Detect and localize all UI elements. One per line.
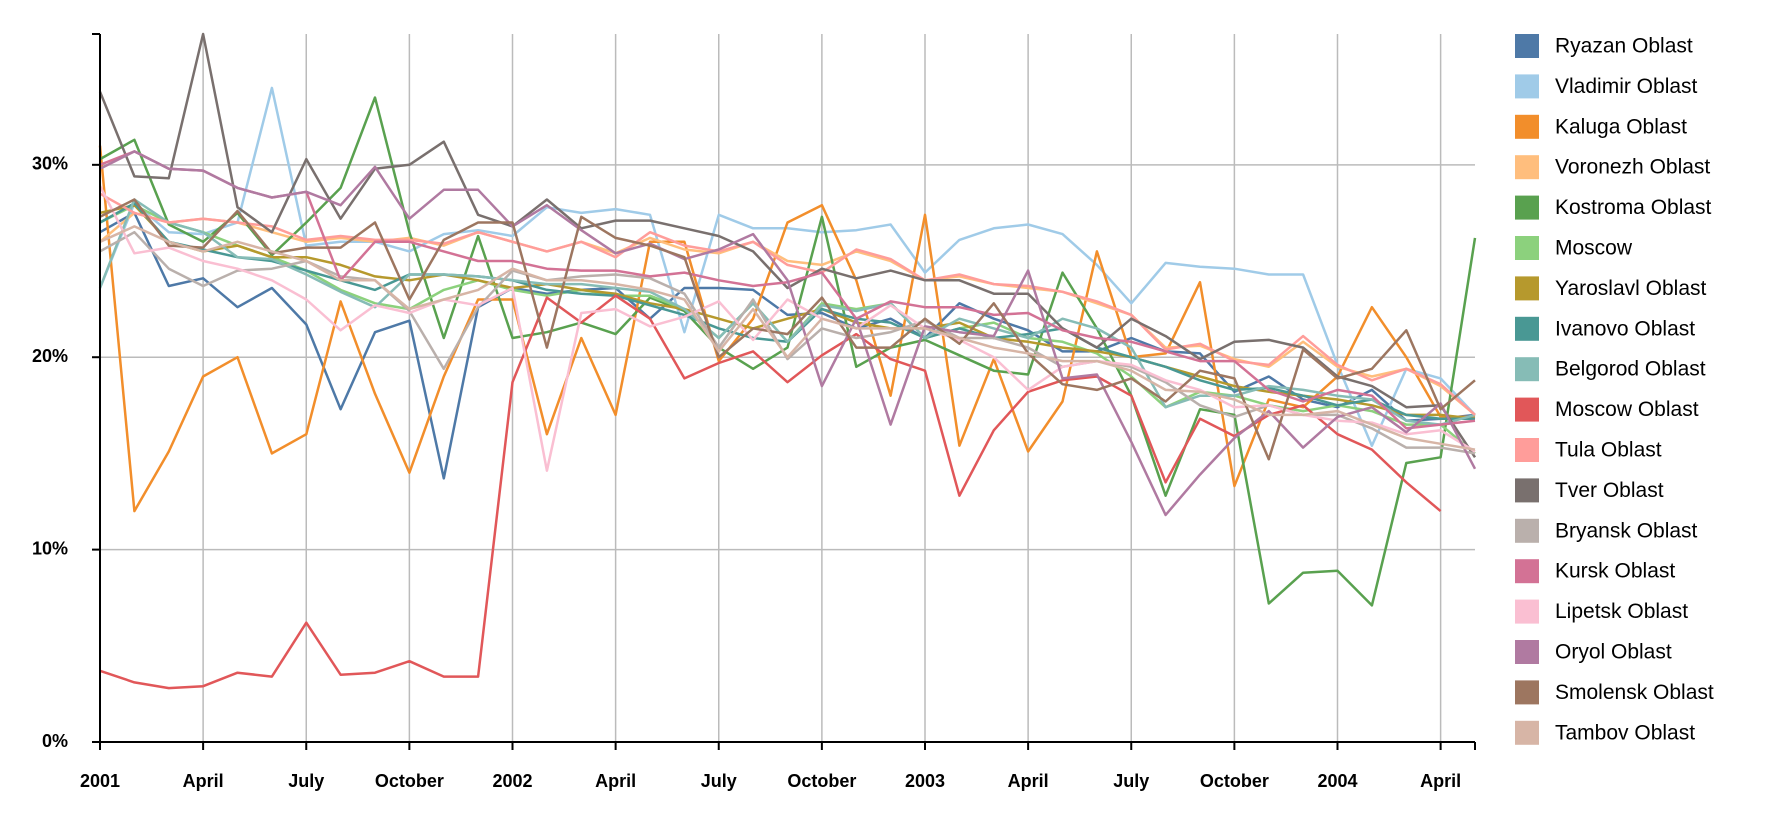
y-tick-label: 10% — [32, 538, 68, 558]
legend-label: Yaroslavl Oblast — [1555, 277, 1707, 300]
x-tick-label: April — [1420, 771, 1461, 791]
legend-label: Ryazan Oblast — [1555, 35, 1693, 58]
series-line — [98, 145, 1475, 513]
series-line — [99, 211, 1476, 480]
x-tick-label: July — [701, 771, 737, 791]
series-line — [99, 150, 1477, 517]
series-line — [99, 230, 1476, 455]
x-tick-label: 2001 — [80, 771, 120, 791]
legend-swatch — [1515, 640, 1539, 664]
legend-swatch — [1515, 559, 1539, 584]
legend-swatch — [1515, 34, 1539, 58]
x-tick-label: April — [595, 771, 636, 791]
legend-label: Kaluga Oblast — [1555, 115, 1687, 138]
legend-swatch — [1515, 195, 1539, 220]
series-line — [98, 198, 1476, 426]
y-tick-label: 0% — [42, 731, 68, 751]
series-line — [99, 294, 1442, 690]
legend-swatch — [1515, 397, 1539, 422]
x-tick-label: July — [1113, 771, 1149, 791]
legend-swatch — [1515, 155, 1539, 180]
axes: 0% 10% 20% 30% 2001 April July October 2002 April… — [32, 33, 1476, 791]
legend-label: Kostroma Oblast — [1555, 196, 1712, 219]
legend-swatch — [1515, 276, 1539, 301]
legend-swatch — [1515, 438, 1539, 462]
x-tick-label: October — [787, 771, 856, 791]
legend-label: Voronezh Oblast — [1555, 156, 1710, 179]
legend-label: Ivanovo Oblast — [1555, 317, 1695, 340]
grid — [99, 34, 1475, 742]
legend-label: Tver Oblast — [1555, 479, 1664, 502]
x-tick-label: 2004 — [1317, 771, 1357, 791]
legend-swatch — [1515, 518, 1539, 543]
legend-label: Kursk Oblast — [1555, 560, 1675, 583]
legend-swatch — [1515, 478, 1539, 503]
lines — [98, 32, 1477, 690]
legend-label: Smolensk Oblast — [1555, 681, 1714, 704]
legend-label: Moscow Oblast — [1555, 398, 1699, 421]
series-line — [98, 32, 1477, 458]
series-line — [99, 203, 1476, 421]
legend-label: Oryol Oblast — [1555, 641, 1672, 664]
x-tick-label: 2003 — [905, 771, 945, 791]
series-line — [99, 192, 1476, 416]
y-tick-label: 20% — [32, 346, 68, 366]
legend-swatch — [1515, 680, 1539, 705]
x-tick-label: July — [288, 771, 324, 791]
legend-swatch — [1515, 599, 1539, 624]
legend-swatch — [1515, 720, 1539, 745]
legend-swatch — [1515, 357, 1539, 382]
x-tick-label: October — [375, 771, 444, 791]
series-line — [99, 225, 1476, 451]
legend-swatch — [1515, 114, 1539, 139]
legend-label: Vladimir Oblast — [1555, 75, 1698, 98]
legend-label: Moscow — [1555, 237, 1633, 260]
legend-swatch — [1515, 316, 1539, 341]
series-line — [98, 86, 1476, 447]
legend-label: Tula Oblast — [1555, 439, 1662, 462]
legend-swatch — [1515, 236, 1539, 260]
x-tick-label: April — [1008, 771, 1049, 791]
x-tick-label: October — [1200, 771, 1269, 791]
x-tick-label: 2002 — [492, 771, 532, 791]
legend-label: Belgorod Oblast — [1555, 358, 1706, 381]
legend-label: Lipetsk Oblast — [1555, 600, 1688, 623]
legend-label: Tambov Oblast — [1555, 721, 1695, 744]
y-tick-label: 30% — [32, 154, 68, 174]
legend-swatch — [1515, 74, 1539, 99]
x-tick-label: April — [183, 771, 224, 791]
legend-label: Bryansk Oblast — [1555, 519, 1698, 542]
